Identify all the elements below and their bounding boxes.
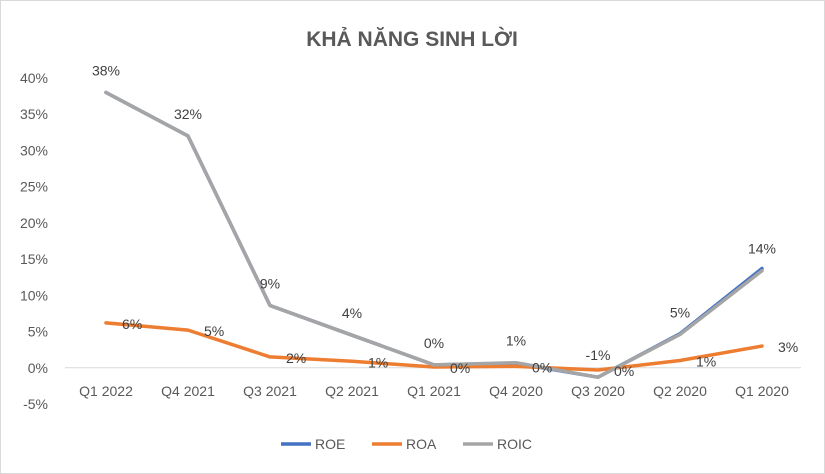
data-label-roa: 2% <box>286 350 306 366</box>
x-tick-label: Q1 2022 <box>79 383 133 399</box>
data-labels: 38% 32% 9% 4% 0% 1% -1% 5% 14% 6% 5% 2% 1% 0% 0% 0% 1% 3% <box>92 62 798 378</box>
data-label-roic: 1% <box>506 333 526 349</box>
data-label-roa: 0% <box>450 360 470 376</box>
y-tick-label: 0% <box>28 360 48 376</box>
data-label-roa: 6% <box>122 316 142 332</box>
x-tick-label: Q1 2020 <box>735 383 789 399</box>
data-point-roic <box>432 363 436 367</box>
y-tick-label: 35% <box>20 106 48 122</box>
x-tick-label: Q4 2021 <box>161 383 215 399</box>
x-tick-label: Q2 2021 <box>325 383 379 399</box>
data-point-roic <box>104 90 108 94</box>
y-tick-label: 5% <box>28 324 48 340</box>
data-label-roic: -1% <box>586 347 611 363</box>
data-point-roic <box>514 361 518 365</box>
data-point-roic <box>186 134 190 138</box>
data-point-roic <box>268 303 272 307</box>
data-point-roa <box>760 344 764 348</box>
data-point-roa <box>678 359 682 363</box>
data-label-roic: 4% <box>342 305 362 321</box>
legend-label-roa: ROA <box>406 436 437 452</box>
x-tick-label: Q1 2021 <box>407 383 461 399</box>
data-label-roic: 0% <box>424 335 444 351</box>
data-label-roic: 9% <box>260 275 280 291</box>
data-point-roic <box>596 375 600 379</box>
y-tick-label: 25% <box>20 179 48 195</box>
data-point-roa <box>186 328 190 332</box>
data-point-roa <box>596 368 600 372</box>
data-point-roa <box>350 359 354 363</box>
data-point-roic <box>678 332 682 336</box>
y-tick-label: 10% <box>20 287 48 303</box>
legend: ROE ROA ROIC <box>281 436 532 452</box>
x-tick-label: Q3 2020 <box>571 383 625 399</box>
chart-title: KHẢ NĂNG SINH LỜI <box>306 27 518 51</box>
data-point-roa <box>268 355 272 359</box>
y-tick-label: 40% <box>20 70 48 86</box>
data-point-roa <box>104 321 108 325</box>
y-tick-label: 15% <box>20 251 48 267</box>
legend-label-roe: ROE <box>315 436 345 452</box>
data-label-roa: 1% <box>368 354 388 370</box>
data-label-roic: 32% <box>174 106 202 122</box>
data-label-roa: 0% <box>532 359 552 375</box>
data-point-roa <box>514 364 518 368</box>
data-label-roa: 5% <box>204 323 224 339</box>
x-tick-label: Q3 2021 <box>243 383 297 399</box>
x-axis-ticks: Q1 2022 Q4 2021 Q3 2021 Q2 2021 Q1 2021 Q4 20… <box>79 383 789 399</box>
data-label-roa: 3% <box>778 339 798 355</box>
data-point-roic <box>760 269 764 273</box>
legend-label-roic: ROIC <box>497 436 532 452</box>
series-lines <box>104 90 764 379</box>
y-tick-label: 20% <box>20 215 48 231</box>
data-label-roa: 0% <box>614 363 634 379</box>
data-label-roic: 5% <box>670 304 690 320</box>
data-label-roa: 1% <box>696 354 716 370</box>
data-label-roic: 14% <box>748 241 776 257</box>
y-tick-label: 30% <box>20 142 48 158</box>
data-point-roic <box>350 333 354 337</box>
y-axis-ticks: -5% 0% 5% 10% 15% 20% 25% 30% 35% 40% <box>20 70 48 412</box>
y-tick-label: -5% <box>23 396 48 412</box>
x-tick-label: Q2 2020 <box>653 383 707 399</box>
x-tick-label: Q4 2020 <box>489 383 543 399</box>
data-label-roic: 38% <box>92 62 120 78</box>
